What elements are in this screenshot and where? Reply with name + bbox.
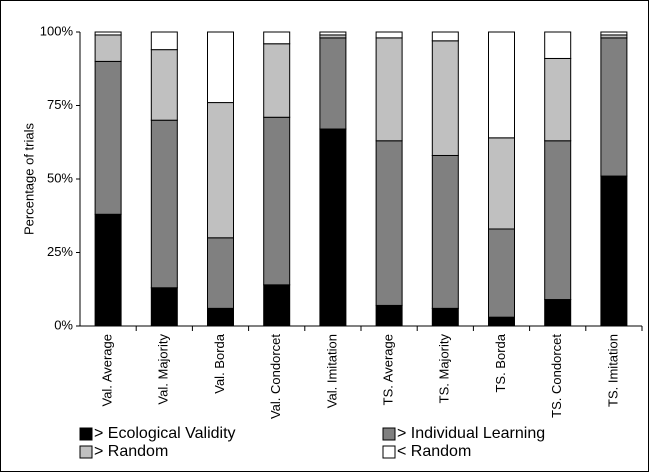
x-tick-label: Val. Condorcet	[268, 334, 283, 419]
y-axis-label: Percentage of trials	[21, 123, 36, 236]
bar-segment	[431, 154, 459, 309]
bar-segment	[319, 31, 347, 36]
bar-segment	[488, 31, 515, 139]
bar-segment	[263, 43, 291, 118]
bar-segment	[544, 57, 572, 142]
x-tick-label: Val. Imitation	[324, 334, 339, 408]
legend-label: > Ecological Validity	[94, 425, 236, 442]
x-tick-label: Val. Average	[100, 334, 115, 407]
bar-segment	[600, 37, 628, 177]
bar-segment	[207, 31, 234, 104]
bar-segment	[488, 137, 515, 230]
legend-label: > Individual Learning	[397, 425, 545, 442]
y-tick-label: 75%	[47, 97, 73, 112]
bar-segment	[207, 307, 234, 327]
bar-segment	[375, 140, 403, 306]
bar-segment	[544, 31, 572, 59]
bar-segment	[375, 304, 403, 327]
bar-segment	[544, 299, 572, 327]
y-tick-label: 0%	[54, 317, 73, 332]
legend-swatch	[79, 445, 93, 459]
bar-segment	[319, 128, 347, 327]
y-tick-label: 100%	[40, 23, 74, 38]
bar-segment	[94, 60, 122, 215]
bar-segment	[263, 31, 291, 45]
x-tick-label: TS. Condorcet	[549, 334, 564, 418]
x-tick-label: Val. Majority	[156, 334, 171, 405]
bar-segment	[207, 102, 234, 239]
bar-segment	[375, 31, 403, 39]
bar-segment	[431, 31, 459, 42]
bar-segment	[207, 237, 234, 309]
bar-segment	[431, 40, 459, 156]
bar-segment	[94, 31, 122, 36]
bar-segment	[94, 34, 122, 62]
bar-segment	[488, 316, 515, 327]
legend-label: > Random	[94, 443, 168, 460]
y-tick-label: 50%	[47, 170, 73, 185]
x-tick-label: TS. Imitation	[605, 334, 620, 407]
bar-segment	[150, 287, 178, 327]
legend-swatch	[382, 445, 396, 459]
legend-swatch	[79, 427, 93, 441]
x-tick-label: TS. Majority	[437, 334, 452, 404]
bar-segment	[150, 49, 178, 121]
bar-segment	[544, 140, 572, 301]
legend-label: < Random	[397, 443, 471, 460]
bar-segment	[150, 119, 178, 289]
bar-segment	[94, 213, 122, 327]
bar-segment	[150, 31, 178, 51]
bar-segment	[600, 175, 628, 327]
bar-segment	[263, 284, 291, 327]
y-tick-label: 25%	[47, 244, 73, 259]
x-tick-label: Val. Borda	[212, 333, 227, 394]
x-tick-label: TS. Borda	[493, 333, 508, 392]
bar-segment	[375, 37, 403, 142]
legend: > Ecological Validity > Individual Learni…	[79, 425, 545, 460]
bar-segment	[600, 31, 628, 36]
bar-segment	[263, 116, 291, 286]
x-tick-label: TS. Average	[381, 334, 396, 405]
bar-segment	[319, 37, 347, 130]
legend-swatch	[382, 427, 396, 441]
bar-segment	[488, 228, 515, 318]
bar-segment	[431, 307, 459, 327]
